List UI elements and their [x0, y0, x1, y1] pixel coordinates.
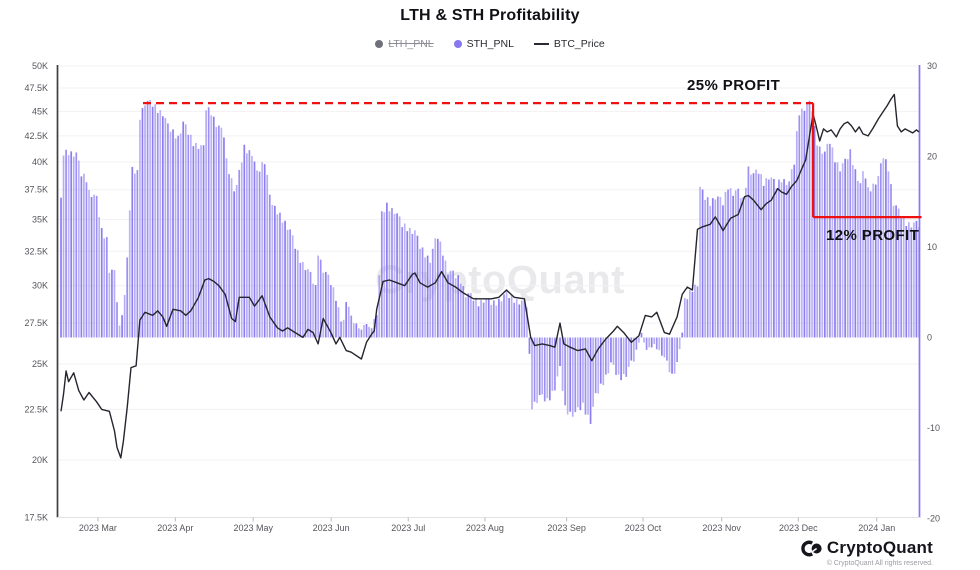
svg-text:2023 Aug: 2023 Aug [466, 523, 504, 533]
svg-text:0: 0 [927, 333, 932, 343]
svg-text:2023 Sep: 2023 Sep [547, 523, 586, 533]
svg-text:10: 10 [927, 242, 937, 252]
annotation-25-percent-profit: 25% PROFIT [687, 77, 781, 94]
brand-name: CryptoQuant [826, 538, 933, 557]
svg-text:-10: -10 [927, 423, 940, 433]
svg-text:45K: 45K [32, 106, 48, 116]
svg-text:20K: 20K [32, 455, 48, 465]
svg-text:30: 30 [927, 61, 937, 71]
svg-text:35K: 35K [32, 214, 48, 224]
legend-item-btc-price[interactable]: BTC_Price [533, 38, 605, 50]
btc-price-line-icon [533, 43, 549, 45]
legend-label-lth: LTH_PNL [388, 38, 434, 50]
sth-pnl-dot-icon [453, 40, 462, 48]
svg-text:22.5K: 22.5K [24, 404, 48, 414]
svg-text:42.5K: 42.5K [24, 131, 48, 141]
svg-text:2024 Jan: 2024 Jan [858, 523, 895, 533]
svg-text:2023 Dec: 2023 Dec [779, 523, 818, 533]
svg-text:32.5K: 32.5K [24, 246, 48, 256]
svg-text:2023 Mar: 2023 Mar [79, 523, 117, 533]
legend-label-sth: STH_PNL [466, 38, 514, 50]
lth-pnl-dot-icon [375, 40, 384, 48]
copyright-text: © CryptoQuant All rights reserved. [826, 560, 933, 567]
svg-text:30K: 30K [32, 281, 48, 291]
svg-text:2023 Nov: 2023 Nov [702, 523, 741, 533]
svg-text:-20: -20 [927, 514, 940, 524]
legend: LTH_PNL STH_PNL BTC_Price [0, 38, 980, 50]
svg-text:17.5K: 17.5K [24, 513, 48, 523]
svg-text:20: 20 [927, 152, 937, 162]
chart-title: LTH & STH Profitability [400, 7, 580, 24]
brand-row: CryptoQuant [800, 538, 933, 558]
svg-text:40K: 40K [32, 157, 48, 167]
svg-text:2023 Jun: 2023 Jun [313, 523, 350, 533]
cryptoquant-logo-icon [801, 540, 822, 556]
svg-text:27.5K: 27.5K [24, 318, 48, 328]
svg-text:2023 Oct: 2023 Oct [625, 523, 662, 533]
svg-text:2023 May: 2023 May [233, 523, 273, 533]
svg-text:50K: 50K [32, 61, 48, 71]
svg-text:2023 Jul: 2023 Jul [391, 523, 425, 533]
svg-text:47.5K: 47.5K [24, 83, 48, 93]
svg-text:37.5K: 37.5K [24, 185, 48, 195]
svg-text:25K: 25K [32, 359, 48, 369]
footer: CryptoQuant © CryptoQuant All rights res… [800, 538, 933, 567]
legend-item-sth-pnl[interactable]: STH_PNL [453, 38, 514, 50]
legend-item-lth-pnl[interactable]: LTH_PNL [375, 38, 434, 50]
legend-label-btc: BTC_Price [553, 38, 605, 50]
annotation-12-percent-profit: 12% PROFIT [826, 227, 920, 244]
svg-text:2023 Apr: 2023 Apr [157, 523, 193, 533]
